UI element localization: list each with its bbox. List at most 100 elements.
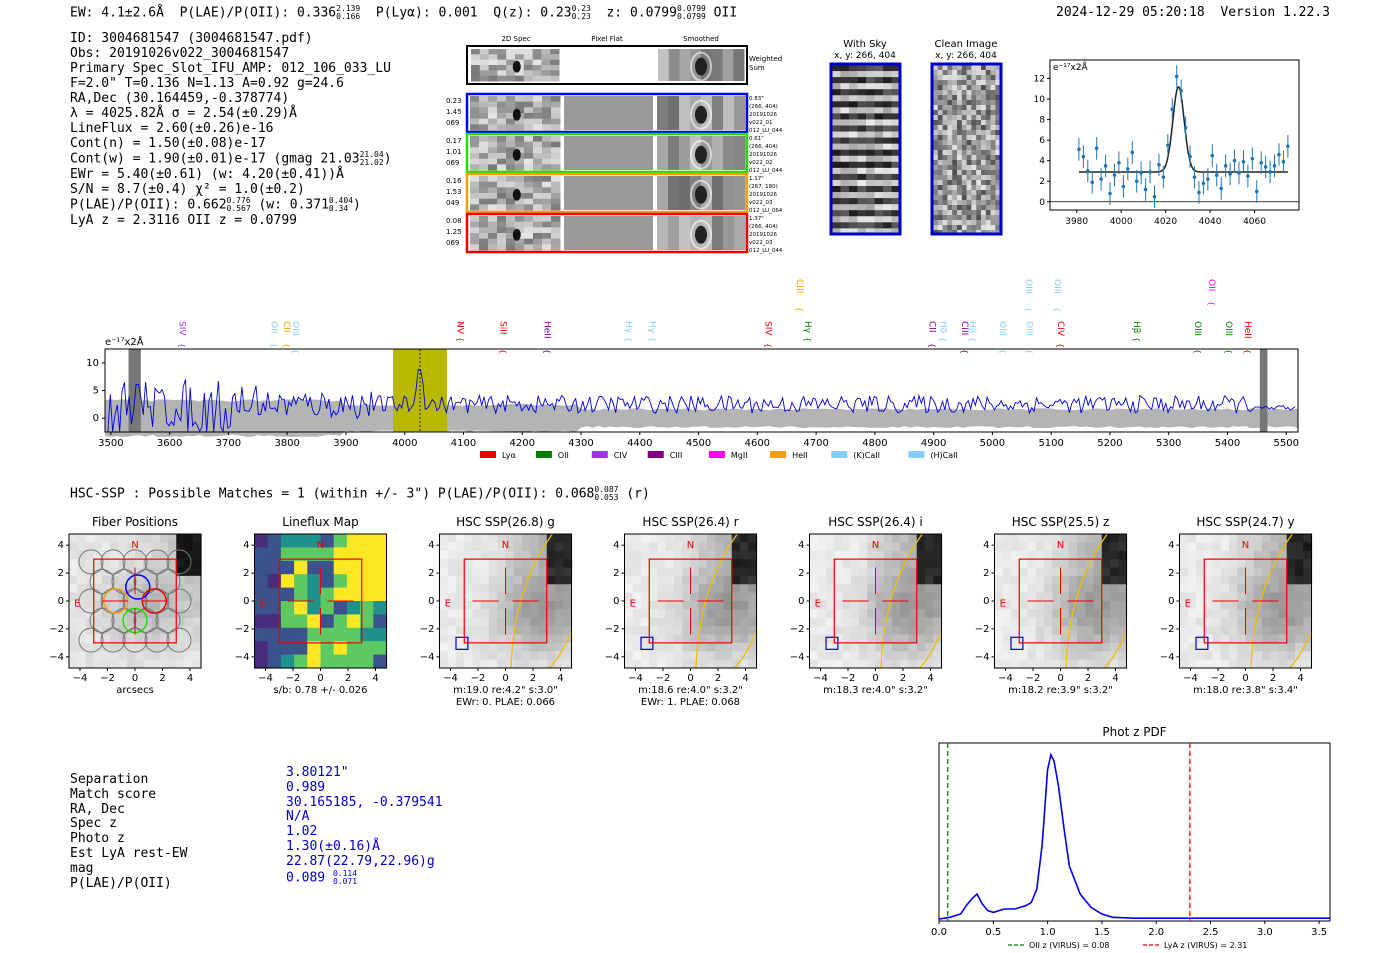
noise-pixel bbox=[524, 141, 534, 148]
image-pixel bbox=[1245, 634, 1255, 644]
zoom-ytick-label: 2 bbox=[1039, 177, 1045, 187]
image-pixel bbox=[1270, 567, 1280, 577]
image-pixel bbox=[1303, 584, 1313, 594]
image-pixel bbox=[192, 609, 202, 619]
image-pixel bbox=[994, 550, 1004, 560]
clean-pixel bbox=[947, 140, 953, 146]
image-pixel bbox=[184, 634, 194, 644]
image-pixel bbox=[1270, 592, 1280, 602]
image-pixel bbox=[1270, 534, 1280, 543]
image-pixel bbox=[472, 534, 482, 543]
lineflux-pixel bbox=[320, 614, 335, 629]
zoom-data-point bbox=[1121, 184, 1126, 189]
image-pixel bbox=[624, 575, 634, 585]
image-pixel bbox=[555, 567, 564, 577]
clean-pixel bbox=[952, 110, 958, 116]
zoom-data-point bbox=[1081, 154, 1086, 159]
image-pixel bbox=[892, 584, 901, 594]
lineflux-pixel bbox=[373, 641, 388, 656]
image-pixel bbox=[168, 559, 177, 569]
panel-title: HSC SSP(25.5) z bbox=[1012, 515, 1110, 529]
image-pixel bbox=[176, 634, 186, 644]
image-pixel bbox=[740, 584, 749, 594]
clean-pixel bbox=[957, 65, 962, 71]
noise-pixel bbox=[470, 181, 480, 188]
clean-pixel bbox=[957, 135, 962, 141]
image-pixel bbox=[916, 584, 926, 594]
lineflux-pixel bbox=[360, 627, 374, 642]
spectral-line-label: CIV bbox=[1055, 321, 1065, 337]
image-pixel bbox=[192, 617, 202, 627]
clean-pixel bbox=[937, 170, 943, 176]
image-pixel bbox=[1196, 642, 1205, 652]
image-pixel bbox=[505, 584, 515, 594]
image-pixel bbox=[1085, 642, 1095, 652]
info-line-lineflux: LineFlux = 2.60(±0.26)e-16 bbox=[70, 121, 274, 136]
image-pixel bbox=[1270, 575, 1280, 585]
panel-xtick-label: −4 bbox=[628, 673, 643, 684]
clean-pixel bbox=[985, 140, 991, 146]
image-pixel bbox=[883, 542, 893, 552]
panel-xtick-label: 4 bbox=[1112, 673, 1118, 684]
image-pixel bbox=[1052, 575, 1062, 585]
image-pixel bbox=[1077, 550, 1086, 560]
info-plae-hi: 0.776 bbox=[226, 196, 251, 205]
image-pixel bbox=[480, 567, 490, 577]
image-pixel bbox=[994, 601, 1004, 610]
image-pixel bbox=[649, 534, 659, 543]
noise-pixel bbox=[515, 141, 525, 148]
cutout-row-right-label: 012_LU_044 bbox=[749, 168, 783, 174]
panel-sublabel: EWr: 1. PLAE: 0.068 bbox=[641, 697, 740, 708]
fiber-circle bbox=[100, 549, 126, 575]
sky-pixel bbox=[883, 161, 892, 169]
sky-pixel bbox=[874, 204, 884, 211]
image-pixel bbox=[1085, 550, 1095, 560]
image-pixel bbox=[850, 550, 860, 560]
image-pixel bbox=[522, 626, 531, 636]
image-pixel bbox=[867, 634, 877, 644]
noise-pixel bbox=[506, 181, 516, 188]
spectral-line-brace: { bbox=[1207, 301, 1216, 306]
emission-blob bbox=[512, 60, 521, 73]
noise-pixel bbox=[488, 147, 498, 154]
sky-pixel bbox=[849, 143, 858, 151]
image-pixel bbox=[1262, 609, 1271, 619]
image-pixel bbox=[925, 642, 934, 652]
noise-pixel bbox=[497, 244, 507, 251]
image-pixel bbox=[1204, 575, 1214, 585]
panel-ytick-label: 2 bbox=[798, 568, 804, 579]
clean-pixel bbox=[947, 170, 953, 176]
header-ew: EW: 4.1±2.6Å bbox=[70, 5, 164, 21]
panel-xtick-label: 2 bbox=[900, 673, 906, 684]
image-pixel bbox=[1044, 601, 1053, 610]
sky-pixel bbox=[891, 83, 901, 90]
image-pixel bbox=[723, 642, 733, 652]
image-pixel bbox=[900, 584, 910, 594]
smooth-band bbox=[679, 136, 691, 170]
lineflux-pixel bbox=[346, 654, 361, 669]
aperture-ellipse bbox=[549, 631, 573, 669]
clean-pixel bbox=[937, 185, 943, 191]
clean-pixel bbox=[971, 190, 977, 196]
clean-coords: x, y: 266, 404 bbox=[935, 51, 997, 61]
image-pixel bbox=[135, 609, 144, 619]
image-pixel bbox=[497, 575, 507, 585]
sky-pixel bbox=[857, 179, 867, 187]
clean-pixel bbox=[961, 170, 967, 176]
image-pixel bbox=[1245, 542, 1255, 552]
image-pixel bbox=[723, 609, 733, 619]
image-pixel bbox=[135, 550, 144, 560]
image-pixel bbox=[1068, 567, 1078, 577]
image-pixel bbox=[731, 659, 741, 669]
header-plae: P(LAE)/P(OII): 0.336 bbox=[179, 5, 337, 21]
image-pixel bbox=[875, 659, 885, 669]
image-pixel bbox=[1303, 567, 1313, 577]
sky-pixel bbox=[883, 83, 892, 90]
image-pixel bbox=[176, 659, 186, 669]
image-pixel bbox=[1077, 609, 1086, 619]
image-pixel bbox=[740, 567, 749, 577]
clean-pixel bbox=[961, 145, 967, 151]
zoom-data-point bbox=[1094, 146, 1099, 151]
image-pixel bbox=[1303, 642, 1313, 652]
image-pixel bbox=[538, 575, 548, 585]
